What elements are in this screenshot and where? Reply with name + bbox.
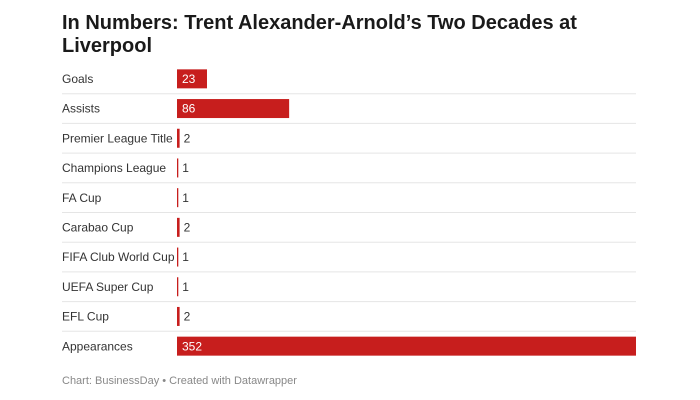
- value-label: 1: [182, 191, 189, 205]
- bar: [177, 217, 180, 237]
- bar: [177, 128, 180, 148]
- value-label: 1: [182, 280, 189, 294]
- footer: Chart: BusinessDay • Created with Datawr…: [62, 375, 297, 387]
- category-label: Carabao Cup: [62, 221, 134, 235]
- value-label: 1: [182, 250, 189, 264]
- category-label: EFL Cup: [62, 310, 109, 324]
- category-label: Appearances: [62, 339, 133, 353]
- chart-title: In Numbers: Trent Alexander-Arnold’s Two…: [62, 12, 577, 57]
- bar: [177, 277, 179, 297]
- value-label: 2: [184, 131, 191, 145]
- value-label: 2: [184, 310, 191, 324]
- value-label: 23: [182, 72, 196, 86]
- bar: [177, 336, 636, 356]
- category-label: Assists: [62, 102, 100, 116]
- bar: [177, 306, 180, 326]
- category-label: FIFA Club World Cup: [62, 250, 175, 264]
- value-label: 2: [184, 221, 191, 235]
- category-label: Premier League Title: [62, 131, 173, 145]
- bar: [177, 69, 207, 89]
- category-label: Goals: [62, 72, 93, 86]
- bar: [177, 158, 179, 178]
- value-label: 86: [182, 102, 196, 116]
- category-label: FA Cup: [62, 191, 102, 205]
- value-label: 1: [182, 161, 189, 175]
- category-label: Champions League: [62, 161, 166, 175]
- bar: [177, 99, 290, 119]
- category-label: UEFA Super Cup: [62, 280, 154, 294]
- value-label: 352: [182, 339, 202, 353]
- bar: [177, 188, 179, 208]
- bar: [177, 247, 179, 267]
